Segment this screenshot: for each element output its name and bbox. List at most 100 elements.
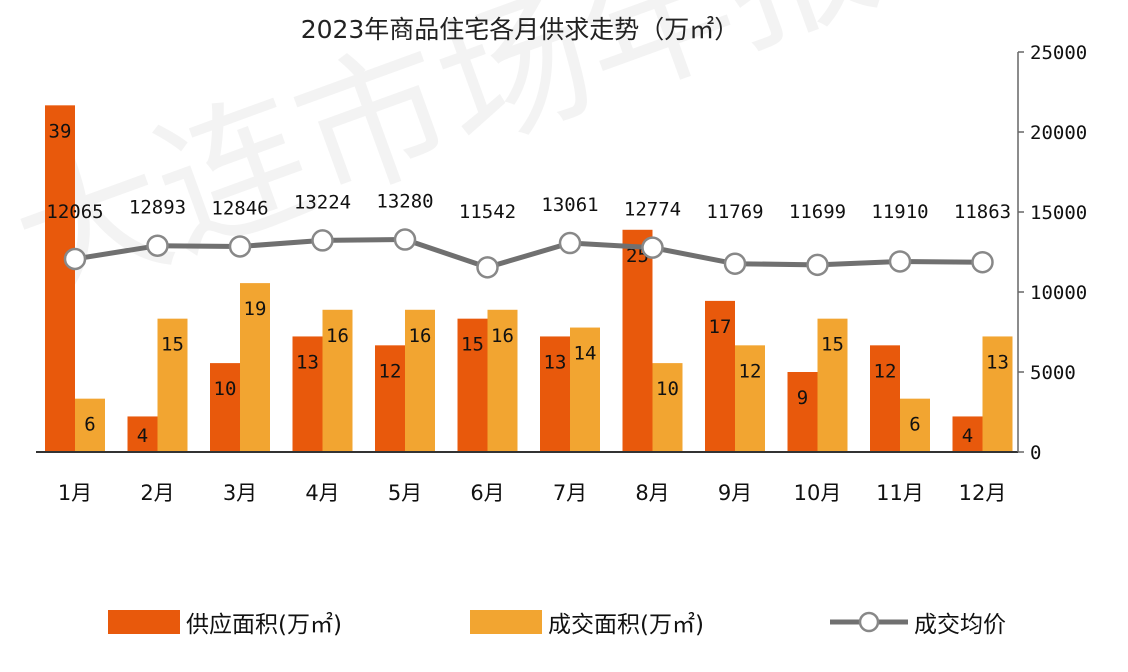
price-value-label: 12846 bbox=[211, 197, 268, 219]
legend-marker-price bbox=[858, 611, 880, 633]
supply-value-label: 4 bbox=[137, 425, 148, 447]
supply-value-label: 4 bbox=[962, 425, 973, 447]
watermark-text: 大连市场年报 bbox=[0, 0, 898, 334]
deal-value-label: 19 bbox=[244, 298, 267, 320]
x-tick-label: 2月 bbox=[140, 481, 174, 505]
supply-bar bbox=[540, 336, 570, 452]
price-line-layer: 12065 12893 12846 13224 13280 11542 13061 12774… bbox=[46, 191, 1011, 279]
supply-value-label: 9 bbox=[797, 387, 808, 409]
price-point bbox=[641, 236, 664, 259]
x-tick-label: 12月 bbox=[959, 481, 1007, 505]
x-tick-label: 10月 bbox=[794, 481, 842, 505]
price-point bbox=[971, 250, 994, 274]
deal-value-label: 13 bbox=[986, 351, 1009, 373]
price-point bbox=[228, 235, 252, 258]
x-tick-label: 9月 bbox=[718, 481, 752, 505]
price-value-label: 12065 bbox=[46, 201, 103, 223]
price-point bbox=[393, 228, 417, 251]
deal-bar bbox=[405, 309, 435, 452]
x-tick-label: 6月 bbox=[470, 481, 504, 505]
price-value-label: 12774 bbox=[624, 199, 681, 221]
legend-label-supply: 供应面积(万㎡) bbox=[186, 612, 342, 638]
supply-value-label: 13 bbox=[544, 351, 567, 373]
price-value-label: 11542 bbox=[459, 201, 516, 223]
deal-bar bbox=[817, 318, 848, 452]
supply-value-label: 10 bbox=[214, 378, 237, 400]
price-point bbox=[723, 252, 747, 275]
price-point bbox=[63, 247, 87, 271]
deal-bar bbox=[322, 309, 353, 452]
supply-value-label: 12 bbox=[874, 360, 897, 382]
supply-bar bbox=[45, 105, 75, 452]
deal-value-label: 14 bbox=[574, 343, 597, 365]
deal-value-label: 6 bbox=[909, 414, 920, 436]
deal-bar bbox=[982, 336, 1013, 452]
x-tick-label: 7月 bbox=[553, 481, 587, 505]
supply-bar bbox=[952, 416, 983, 452]
legend-label-deal: 成交面积(万㎡) bbox=[548, 612, 704, 638]
deal-bar bbox=[157, 318, 188, 452]
supply-bar bbox=[870, 345, 900, 452]
deal-bar bbox=[900, 398, 930, 452]
x-tick-label: 8月 bbox=[635, 481, 669, 505]
deal-value-label: 16 bbox=[409, 325, 432, 347]
legend: 供应面积(万㎡) 成交面积(万㎡) 成交均价 bbox=[108, 610, 1006, 638]
axes: 1月 2月 3月 4月 5月 6月 7月 8月 9月 10月 11月 12月 0 5000 10000 150… bbox=[36, 42, 1087, 505]
price-line bbox=[74, 237, 983, 270]
legend-label-price: 成交均价 bbox=[914, 612, 1006, 638]
price-point bbox=[888, 250, 912, 273]
price-value-label: 12893 bbox=[129, 197, 186, 219]
deal-bar bbox=[487, 309, 518, 452]
supply-bar bbox=[622, 229, 653, 452]
right-axis-tick-label: 20000 bbox=[1030, 122, 1087, 144]
price-value-label: 13280 bbox=[376, 191, 433, 213]
supply-bar bbox=[210, 363, 240, 452]
right-axis-tick-label: 5000 bbox=[1030, 362, 1076, 384]
x-tick-label: 11月 bbox=[876, 481, 924, 505]
price-point bbox=[558, 231, 582, 255]
supply-bar bbox=[457, 318, 488, 452]
price-point bbox=[476, 256, 499, 279]
supply-value-label: 13 bbox=[296, 351, 319, 373]
supply-value-label: 15 bbox=[461, 334, 484, 356]
price-value-label: 11910 bbox=[871, 201, 928, 223]
right-axis-tick-label: 15000 bbox=[1030, 202, 1087, 224]
x-tick-label: 5月 bbox=[388, 481, 422, 505]
right-axis-tick-label: 0 bbox=[1030, 442, 1041, 464]
price-value-label: 13224 bbox=[294, 191, 351, 213]
supply-bar bbox=[787, 372, 818, 452]
deal-value-label: 6 bbox=[84, 414, 95, 436]
legend-swatch-deal bbox=[470, 610, 542, 634]
supply-bar bbox=[705, 300, 735, 452]
right-axis-tick-label: 25000 bbox=[1030, 42, 1087, 64]
deal-bar bbox=[735, 345, 765, 452]
price-value-label: 11863 bbox=[954, 201, 1011, 223]
price-point bbox=[806, 253, 829, 277]
deal-value-label: 15 bbox=[821, 334, 844, 356]
deal-value-label: 12 bbox=[739, 360, 762, 382]
price-point bbox=[146, 234, 169, 257]
supply-value-label: 17 bbox=[709, 316, 732, 338]
deal-bar bbox=[75, 398, 105, 452]
supply-bar bbox=[375, 345, 405, 452]
supply-bar bbox=[127, 416, 158, 452]
deal-bar bbox=[570, 327, 600, 452]
legend-swatch-supply bbox=[108, 610, 180, 634]
price-point bbox=[311, 229, 334, 252]
deal-value-label: 10 bbox=[656, 378, 679, 400]
supply-value-label: 39 bbox=[49, 120, 72, 142]
deal-value-label: 16 bbox=[491, 325, 514, 347]
x-tick-label: 3月 bbox=[223, 481, 257, 505]
x-tick-label: 1月 bbox=[58, 481, 92, 505]
deal-value-label: 15 bbox=[161, 334, 184, 356]
deal-bar bbox=[652, 363, 683, 452]
deal-value-label: 16 bbox=[326, 325, 349, 347]
price-value-label: 11769 bbox=[706, 201, 763, 223]
deal-bar bbox=[240, 283, 270, 452]
supply-bar bbox=[292, 336, 323, 452]
right-axis-tick-label: 10000 bbox=[1030, 282, 1087, 304]
chart-title: 2023年商品住宅各月供求走势（万㎡） bbox=[301, 15, 740, 44]
